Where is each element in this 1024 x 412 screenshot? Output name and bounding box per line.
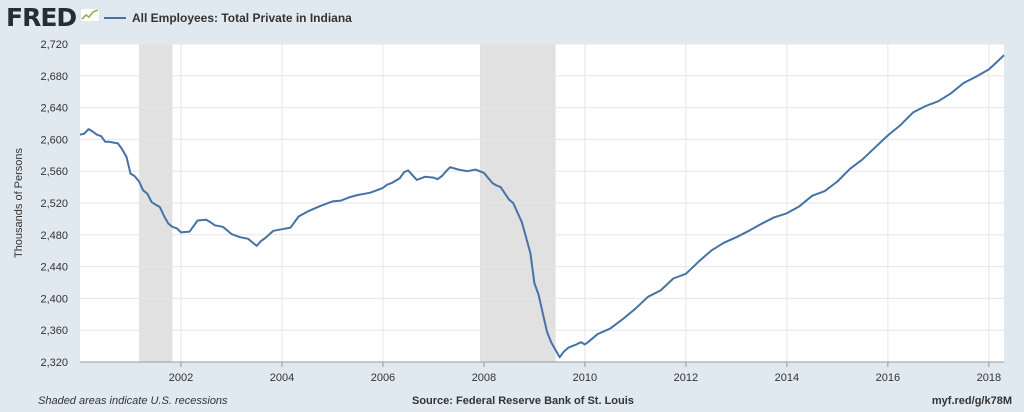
y-tick-label: 2,320	[40, 357, 68, 369]
trend-line-icon	[80, 8, 100, 22]
y-tick-label: 2,440	[40, 262, 68, 274]
chart-header: FRED All Employees: Total Private in Ind…	[0, 0, 1024, 36]
short-url-link[interactable]: myf.red/g/k78M	[931, 395, 1012, 407]
x-tick-label: 2012	[674, 372, 698, 384]
y-tick-label: 2,400	[40, 293, 68, 305]
axes: 2,320 2,360 2,400 2,440 2,480 2,520 2,560 2,600…	[40, 39, 1004, 384]
x-tick-label: 2010	[573, 372, 597, 384]
y-tick-label: 2,360	[40, 325, 68, 337]
series-line	[79, 54, 1005, 359]
y-axis-label: Thousands of Persons	[13, 147, 25, 258]
legend-label[interactable]: All Employees: Total Private in Indiana	[132, 11, 352, 25]
legend-swatch	[104, 17, 126, 19]
x-tick-label: 2018	[977, 372, 1001, 384]
y-tick-label: 2,560	[40, 166, 68, 178]
x-tick-label: 2006	[371, 372, 395, 384]
series-lines	[79, 54, 1005, 359]
recession-note: Shaded areas indicate U.S. recessions	[38, 395, 228, 407]
y-tick-label: 2,600	[40, 134, 68, 146]
y-tick-label: 2,640	[40, 103, 68, 115]
x-tick-label: 2004	[270, 372, 294, 384]
x-tick-label: 2002	[169, 372, 193, 384]
x-tick-label: 2008	[472, 372, 496, 384]
x-tick-label: 2014	[775, 372, 799, 384]
y-tick-label: 2,520	[40, 198, 68, 210]
y-tick-label: 2,680	[40, 71, 68, 83]
x-tick-label: 2016	[876, 372, 900, 384]
source-text: Source: Federal Reserve Bank of St. Loui…	[412, 395, 634, 407]
y-tick-label: 2,480	[40, 230, 68, 242]
fred-logo[interactable]: FRED	[6, 3, 77, 32]
y-tick-label: 2,720	[40, 39, 68, 51]
